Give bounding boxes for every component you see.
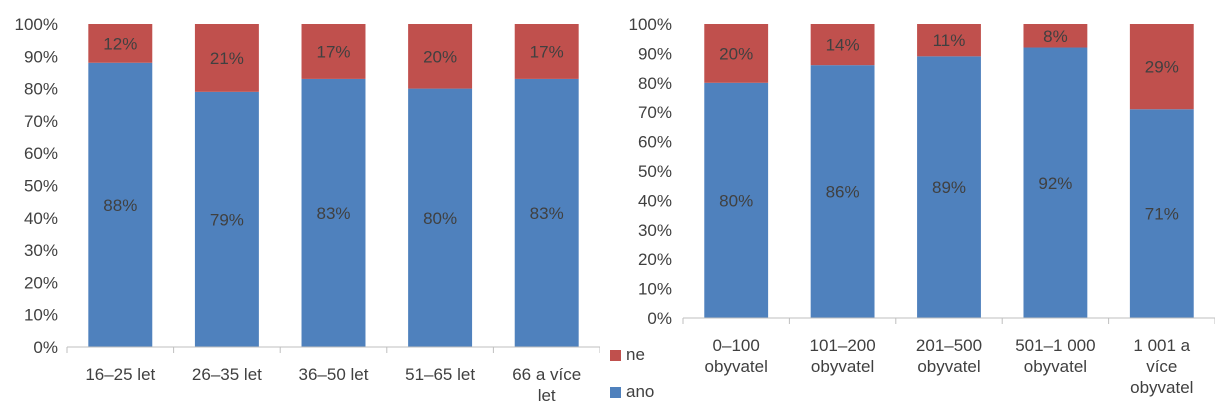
y-tick-label: 30%	[638, 221, 672, 240]
bar-ano	[194, 91, 259, 347]
data-label-ne: 8%	[1043, 27, 1068, 46]
y-tick-label: 50%	[24, 177, 58, 196]
data-label-ano: 92%	[1038, 174, 1072, 193]
bar-ne	[1129, 24, 1194, 110]
bar-ne	[810, 24, 875, 66]
x-category-label: 201–500 obyvatel	[916, 336, 982, 376]
y-tick-label: 0%	[647, 309, 672, 328]
bar-ano	[704, 82, 769, 318]
y-tick-label: 0%	[33, 338, 58, 357]
data-label-ne: 12%	[103, 34, 137, 53]
bar-ano	[917, 56, 981, 319]
y-tick-label: 70%	[24, 112, 58, 131]
y-tick-label: 80%	[24, 80, 58, 99]
y-tick-label: 10%	[638, 280, 672, 299]
y-tick-label: 100%	[15, 15, 58, 34]
y-tick-label: 20%	[638, 250, 672, 269]
x-category-label: 26–35 let	[192, 365, 262, 384]
bar-ne	[514, 24, 579, 79]
data-label-ano: 86%	[826, 183, 860, 202]
y-tick-label: 10%	[24, 306, 58, 325]
data-label-ano: 80%	[423, 209, 457, 228]
bar-ano	[88, 62, 153, 347]
data-label-ano: 80%	[719, 191, 753, 210]
data-label-ano: 83%	[530, 204, 564, 223]
data-label-ne: 29%	[1145, 58, 1179, 77]
bar-ne	[704, 24, 769, 83]
legend: ne ano	[610, 345, 654, 401]
chart-municipality-size: 0% 10% 20% 30% 40% 50% 60% 70% 80% 90% 100% 80% 20% 0…	[610, 0, 1215, 408]
y-tick-label: 70%	[638, 103, 672, 122]
bar-ano	[514, 78, 579, 347]
y-tick-label: 20%	[24, 273, 58, 292]
legend-swatch-ano	[610, 387, 621, 398]
bar-ne	[301, 24, 366, 79]
y-tick-label: 60%	[638, 133, 672, 152]
y-tick-label: 30%	[24, 241, 58, 260]
bar-ne	[917, 24, 981, 57]
y-tick-label: 100%	[629, 15, 672, 34]
bar-ne	[88, 24, 153, 63]
data-label-ne: 11%	[933, 31, 966, 50]
data-label-ano: 89%	[932, 178, 966, 197]
data-label-ne: 20%	[719, 44, 753, 63]
y-tick-label: 90%	[638, 44, 672, 63]
chart-age-groups-svg: 0% 10% 20% 30% 40% 50% 60% 70% 80% 90% 100% 88% 12% 1…	[15, 15, 600, 405]
data-label-ano: 71%	[1145, 205, 1179, 224]
data-label-ne: 20%	[423, 47, 457, 66]
bar-ne	[194, 24, 259, 92]
bar-ne	[408, 24, 473, 89]
chart-municipality-size-svg: 0% 10% 20% 30% 40% 50% 60% 70% 80% 90% 100% 80% 20% 0…	[610, 15, 1215, 401]
x-category-label: 16–25 let	[85, 365, 155, 384]
data-label-ne: 17%	[530, 42, 564, 61]
y-tick-label: 40%	[638, 191, 672, 210]
bar-ano	[1129, 109, 1194, 318]
bar-ano	[408, 88, 473, 347]
bar-ano	[810, 65, 875, 318]
legend-label-ano: ano	[626, 382, 654, 401]
y-tick-label: 60%	[24, 144, 58, 163]
chart-age-groups: 0% 10% 20% 30% 40% 50% 60% 70% 80% 90% 100% 88% 12% 1…	[0, 0, 600, 408]
data-label-ano: 83%	[316, 204, 350, 223]
y-tick-label: 90%	[24, 47, 58, 66]
data-label-ne: 17%	[316, 42, 350, 61]
y-tick-label: 80%	[638, 74, 672, 93]
bar-ne	[1023, 24, 1088, 48]
x-category-label: 501–1 000 obyvatel	[1015, 336, 1095, 376]
legend-label-ne: ne	[626, 345, 645, 364]
x-category-label: 1 001 a více obyvatel	[1130, 336, 1193, 397]
x-category-label: 101–200 obyvatel	[810, 336, 876, 376]
y-tick-label: 40%	[24, 209, 58, 228]
legend-swatch-ne	[610, 350, 621, 361]
x-category-label: 0–100 obyvatel	[705, 336, 768, 376]
y-tick-label: 50%	[638, 162, 672, 181]
x-category-label: 51–65 let	[405, 365, 475, 384]
data-label-ano: 88%	[103, 196, 137, 215]
data-label-ano: 79%	[210, 210, 244, 229]
x-category-label: 66 a více let	[512, 365, 581, 405]
data-label-ne: 14%	[826, 36, 860, 55]
data-label-ne: 21%	[210, 49, 244, 68]
x-category-label: 36–50 let	[299, 365, 369, 384]
bar-ano	[1023, 47, 1088, 319]
bar-ano	[301, 78, 366, 347]
